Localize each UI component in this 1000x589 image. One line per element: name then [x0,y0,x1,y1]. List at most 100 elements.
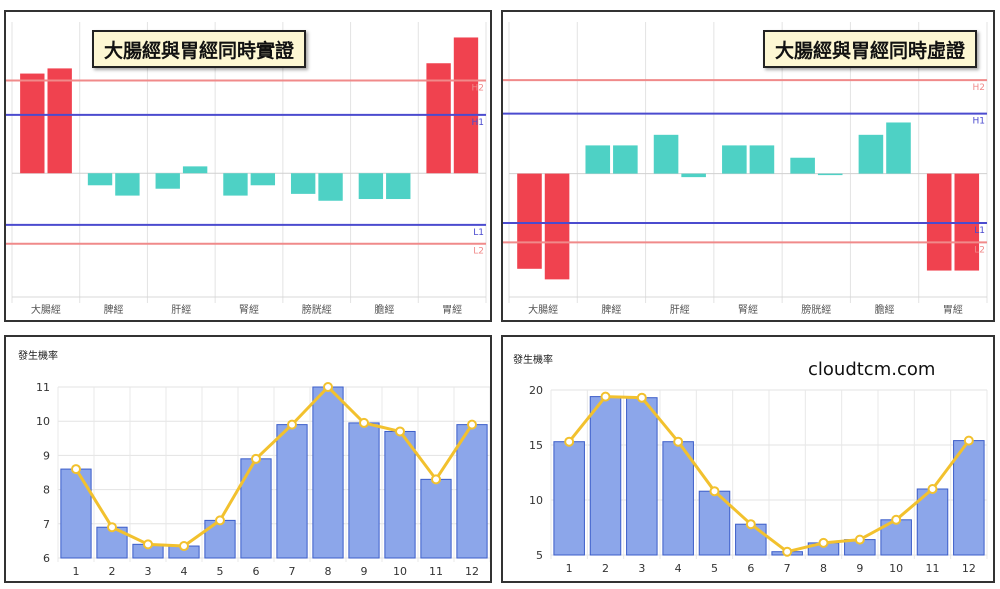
bar-month-11 [916,488,949,556]
line-point-12 [963,435,974,446]
line-point-1 [71,464,81,475]
bar-肝經-2 [182,166,208,174]
line-point-3 [143,539,153,550]
x-tick-label: 8 [820,562,827,575]
x-tick-label: 10 [393,565,407,578]
y-tick-label: 7 [43,518,50,531]
category-label: 脾經 [104,303,124,316]
x-tick-label: 12 [465,565,479,578]
reference-label-L1: L1 [974,226,985,236]
meridian-excess-chart: H2 H1 L1 L2 大腸經 脾經 肝經 腎經 膀胱經 膽經 胃經 [6,22,487,316]
bar-month-10 [384,430,416,559]
y-tick-label: 15 [529,439,543,452]
bar-大腸經-2 [47,68,72,174]
bar-month-1 [60,468,92,559]
line-point-1 [564,436,575,447]
line-point-3 [636,392,647,403]
reference-label-H2: H2 [472,83,485,93]
bar-膽經-2 [386,173,411,200]
category-label: 肝經 [670,303,690,316]
bar-肝經-1 [653,134,679,174]
line-point-4 [179,541,189,552]
x-tick-label: 5 [217,565,224,578]
bar-month-11 [420,478,452,559]
x-tick-label: 1 [73,565,80,578]
line-point-6 [745,519,756,530]
category-label: 膀胱經 [801,303,831,316]
x-tick-label: 2 [602,562,609,575]
bar-month-6 [240,458,272,559]
x-tick-label: 9 [856,562,863,575]
bar-month-3 [626,397,658,556]
chart-title-deficiency: 大腸經與胃經同時虛證 [762,30,977,68]
category-label: 胃經 [442,303,462,316]
x-tick-label: 3 [638,562,645,575]
bar-腎經-1 [722,145,747,174]
line-point-7 [782,546,793,557]
x-tick-label: 2 [109,565,116,578]
category-label: 肝經 [171,303,191,316]
y-tick-label: 10 [36,415,50,428]
bar-大腸經-1 [517,173,542,269]
x-tick-label: 7 [784,562,791,575]
reference-label-H1: H1 [973,117,986,127]
category-label: 膽經 [875,303,895,316]
x-tick-label: 1 [566,562,573,575]
bar-month-4 [662,441,694,556]
y-tick-label: 11 [36,381,50,394]
bar-month-12 [953,440,985,556]
line-point-6 [251,453,261,464]
line-point-12 [467,419,477,430]
line-point-8 [818,537,829,548]
chart-panel-excess: H2 H1 L1 L2 大腸經 脾經 肝經 腎經 膀胱經 膽經 胃經 大腸經與胃經同時實證 [4,10,492,322]
line-point-5 [709,486,720,497]
bar-胃經-1 [426,63,451,174]
bar-脾經-2 [613,145,638,174]
x-tick-label: 4 [181,565,188,578]
reference-label-L1: L1 [473,228,484,238]
bar-膽經-2 [886,122,911,174]
line-point-10 [891,514,902,525]
line-point-7 [287,419,297,430]
bar-膀胱經-2 [318,173,343,201]
bar-脾經-2 [115,173,140,196]
line-point-2 [600,391,611,402]
y-tick-label: 8 [43,484,50,497]
line-point-9 [854,534,865,545]
bar-腎經-2 [749,145,775,174]
x-tick-label: 8 [325,565,332,578]
bar-胃經-2 [453,37,479,174]
y-axis-label: 發生機率 [18,351,58,362]
category-label: 脾經 [601,303,621,316]
category-label: 膽經 [374,303,394,316]
x-tick-label: 3 [145,565,152,578]
probability-line [567,395,971,554]
x-tick-label: 11 [429,565,443,578]
bar-脾經-1 [87,173,113,186]
reference-label-L2: L2 [473,247,484,257]
line-point-4 [673,436,684,447]
y-tick-label: 9 [43,449,50,462]
line-point-5 [215,515,225,526]
y-tick-label: 6 [43,552,50,565]
line-point-8 [323,382,333,392]
x-tick-label: 5 [711,562,718,575]
y-tick-label: 10 [529,494,543,507]
bar-大腸經-1 [20,73,45,174]
bar-膽經-1 [358,173,384,200]
bar-膀胱經-1 [290,173,316,194]
category-label: 膀胱經 [302,303,332,316]
bar-month-8 [312,386,344,559]
x-tick-label: 4 [675,562,682,575]
x-tick-label: 6 [253,565,260,578]
x-tick-label: 10 [889,562,903,575]
x-tick-label: 9 [361,565,368,578]
chart-panel-deficiency: H2 H1 L1 L2 大腸經 脾經 肝經 腎經 膀胱經 膽經 胃經 大腸經與胃經同時虛證 [501,10,995,322]
reference-label-H1: H1 [472,118,485,128]
bar-month-6 [735,523,767,556]
bar-month-1 [553,441,585,556]
probability-line [74,385,474,548]
bar-膀胱經-1 [790,157,815,174]
